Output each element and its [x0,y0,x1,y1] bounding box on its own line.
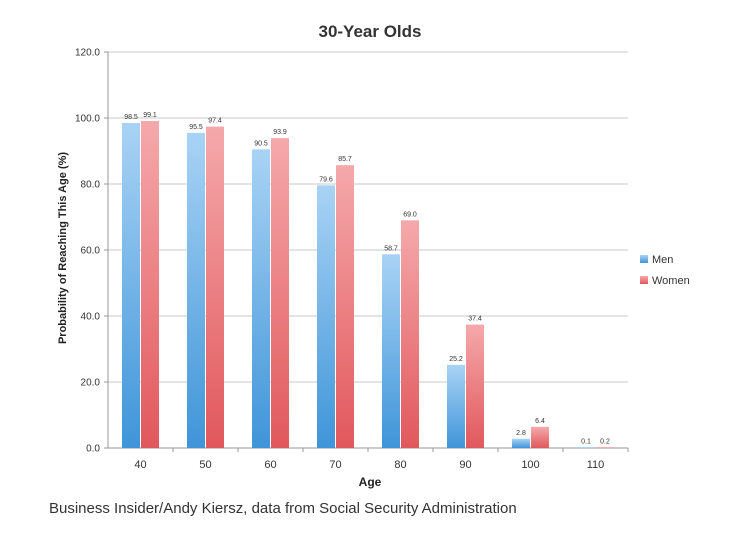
bar-men [512,438,530,448]
legend: Men Women [640,254,690,287]
data-label-men: 0.1 [581,438,591,445]
gridlines [104,51,628,449]
y-tick-label: 60.0 [81,246,101,257]
bar-women [466,324,484,448]
data-labels: 98.5 99.1 95.5 97.4 90.5 93.9 79.6 85.7 58.7 69.0… [124,112,610,445]
x-tick-label: 80 [394,459,406,471]
data-label-women: 6.4 [535,418,545,425]
y-tick-labels: 0.0 20.0 40.0 60.0 80.0 100.0 120.0 [75,48,100,455]
data-label-men: 98.5 [124,114,138,121]
data-label-women: 85.7 [338,156,352,163]
bar-men [447,364,465,448]
bar-men [122,122,140,448]
chart-title: 30-Year Olds [318,22,421,41]
bar-women [141,120,159,448]
bar-women [531,426,549,448]
bar-men [317,185,335,448]
x-tick-label: 100 [521,459,539,471]
bar-women [336,165,354,448]
bar-men [382,254,400,448]
legend-label-women: Women [652,275,690,287]
data-label-women: 0.2 [600,438,610,445]
data-label-men: 25.2 [449,356,463,363]
bar-women [401,220,419,448]
data-label-women: 37.4 [468,316,482,323]
bar-women [206,126,224,448]
legend-label-men: Men [652,254,673,266]
x-tick-label: 40 [134,459,146,471]
y-tick-label: 20.0 [81,378,101,389]
x-tick-label: 60 [264,459,276,471]
y-tick-label: 100.0 [75,114,100,125]
data-label-men: 79.6 [319,176,333,183]
source-caption: Business Insider/Andy Kiersz, data from … [49,500,517,517]
legend-swatch-women [640,276,648,284]
bars [122,120,614,448]
data-label-women: 69.0 [403,211,417,218]
x-tick-labels: 40 50 60 70 80 90 100 110 [134,448,629,471]
x-tick-label: 90 [459,459,471,471]
data-label-men: 58.7 [384,245,398,252]
x-axis-label: Age [359,475,382,489]
bar-men [577,447,595,448]
y-tick-label: 0.0 [86,444,100,455]
x-tick-label: 110 [587,459,605,471]
bar-women [596,447,614,448]
x-tick-label: 50 [199,459,211,471]
data-label-men: 95.5 [189,124,203,131]
data-label-women: 97.4 [208,118,222,125]
legend-swatch-men [640,255,648,263]
bar-men [252,149,270,448]
bar-women [271,138,289,448]
data-label-women: 99.1 [143,112,157,119]
bar-men [187,132,205,448]
y-tick-label: 120.0 [75,48,100,59]
x-tick-label: 70 [329,459,341,471]
data-label-men: 90.5 [254,140,268,147]
y-axis-label: Probability of Reaching This Age (%) [57,152,69,344]
data-label-men: 2.8 [516,430,526,437]
y-tick-label: 80.0 [81,180,101,191]
data-label-women: 93.9 [273,129,287,136]
bar-chart: 30-Year Olds Probability of Reaching Thi… [57,22,690,489]
y-tick-label: 40.0 [81,312,101,323]
